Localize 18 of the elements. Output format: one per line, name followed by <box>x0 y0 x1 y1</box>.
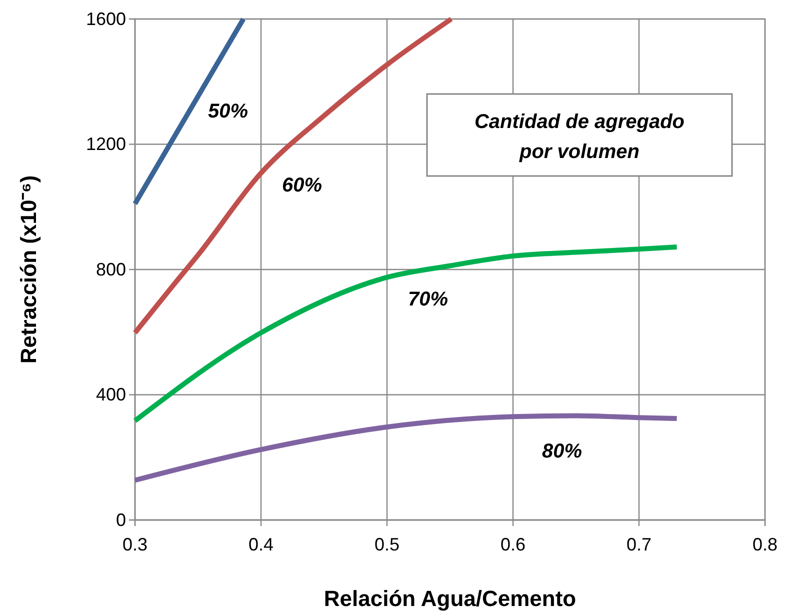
y-axis-title: Retracción (x10⁻⁶) <box>16 175 41 364</box>
annotation: Cantidad de agregado por volumen <box>474 111 685 163</box>
y-tick-label: 1200 <box>86 134 126 154</box>
series-label: 80% <box>542 440 582 462</box>
x-tick-label: 0.7 <box>626 534 652 555</box>
y-tick-label: 400 <box>96 384 126 405</box>
x-tick-label: 0.5 <box>374 534 400 555</box>
y-tick-label: 800 <box>96 259 126 280</box>
series-label: 70% <box>408 288 448 310</box>
x-tick-label: 0.6 <box>500 534 526 555</box>
x-tick-label: 0.8 <box>752 534 778 555</box>
y-tick-label: 1600 <box>86 8 126 29</box>
series-label: 50% <box>208 100 248 122</box>
series-label: 60% <box>282 174 322 196</box>
x-axis-title: Relación Agua/Cemento <box>324 586 576 611</box>
x-tick-label: 0.3 <box>122 534 148 555</box>
x-tick-label: 0.4 <box>248 534 274 555</box>
y-tick-label: 0 <box>116 510 126 530</box>
